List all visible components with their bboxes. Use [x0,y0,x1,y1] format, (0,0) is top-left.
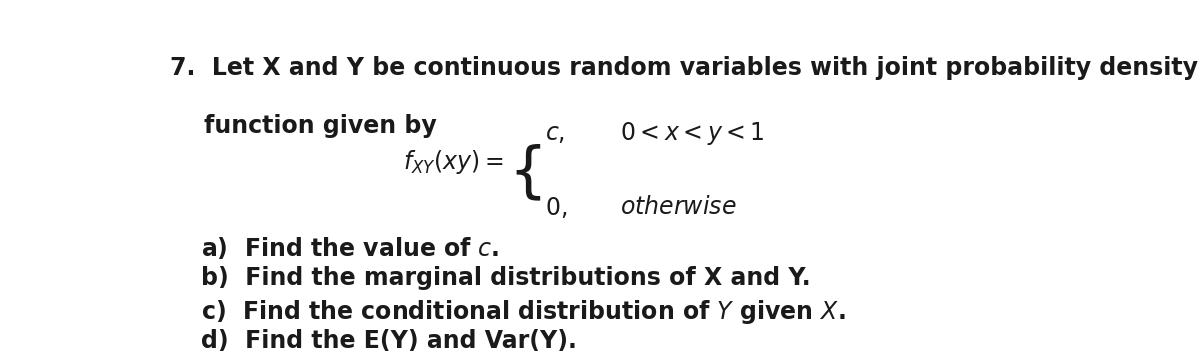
Text: $f_{XY}(xy) =$: $f_{XY}(xy) =$ [403,148,504,176]
Text: d)  Find the E(Y) and Var(Y).: d) Find the E(Y) and Var(Y). [202,329,577,353]
Text: $\{$: $\{$ [508,143,541,203]
Text: $\mathit{otherwise}$: $\mathit{otherwise}$ [619,195,737,219]
Text: a)  Find the value of $c$.: a) Find the value of $c$. [202,235,499,261]
Text: $0,$: $0,$ [545,195,568,220]
Text: 7.  Let X and Y be continuous random variables with joint probability density: 7. Let X and Y be continuous random vari… [170,57,1199,80]
Text: b)  Find the marginal distributions of X and Y.: b) Find the marginal distributions of X … [202,266,811,290]
Text: c)  Find the conditional distribution of $Y$ given $X$.: c) Find the conditional distribution of … [202,298,846,326]
Text: $0 < x < y < 1$: $0 < x < y < 1$ [619,120,764,147]
Text: $c,$: $c,$ [545,121,565,145]
Text: function given by: function given by [204,114,437,138]
